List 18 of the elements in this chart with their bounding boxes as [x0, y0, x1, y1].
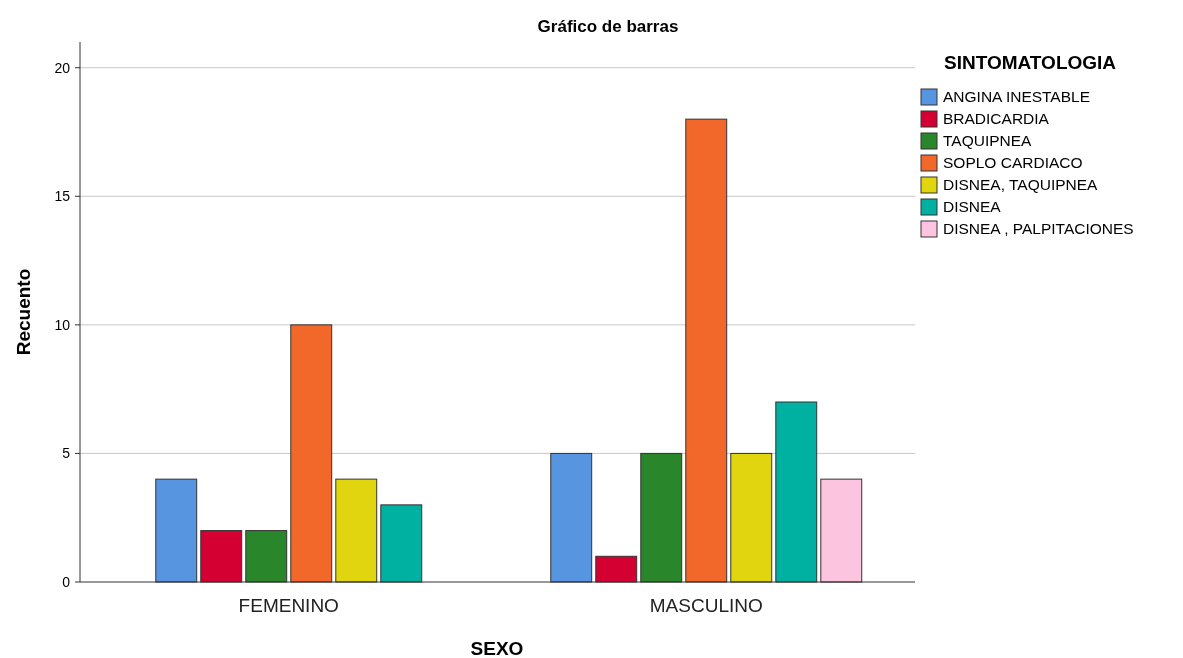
y-tick-label: 15 [54, 188, 71, 205]
chart-title: Gráfico de barras [537, 17, 679, 36]
y-tick-label: 10 [54, 316, 71, 333]
legend-label: TAQUIPNEA [943, 132, 1033, 150]
y-tick-label: 20 [54, 59, 71, 76]
legend-label: DISNEA [943, 198, 1002, 216]
x-tick-label: FEMENINO [238, 595, 339, 616]
y-axis-title: Recuento [13, 268, 34, 356]
legend-label: BRADICARDIA [943, 110, 1050, 128]
legend-title: SINTOMATOLOGIA [944, 52, 1117, 73]
legend-label: DISNEA, TAQUIPNEA [943, 176, 1099, 194]
legend-label: DISNEA , PALPITACIONES [943, 220, 1134, 238]
legend-label: ANGINA INESTABLE [943, 88, 1091, 106]
y-tick-label: 0 [62, 573, 71, 590]
legend-label: SOPLO CARDIACO [943, 154, 1083, 172]
y-tick-label: 5 [62, 445, 71, 462]
x-tick-label: MASCULINO [649, 595, 763, 616]
x-axis-title: SEXO [470, 638, 524, 658]
